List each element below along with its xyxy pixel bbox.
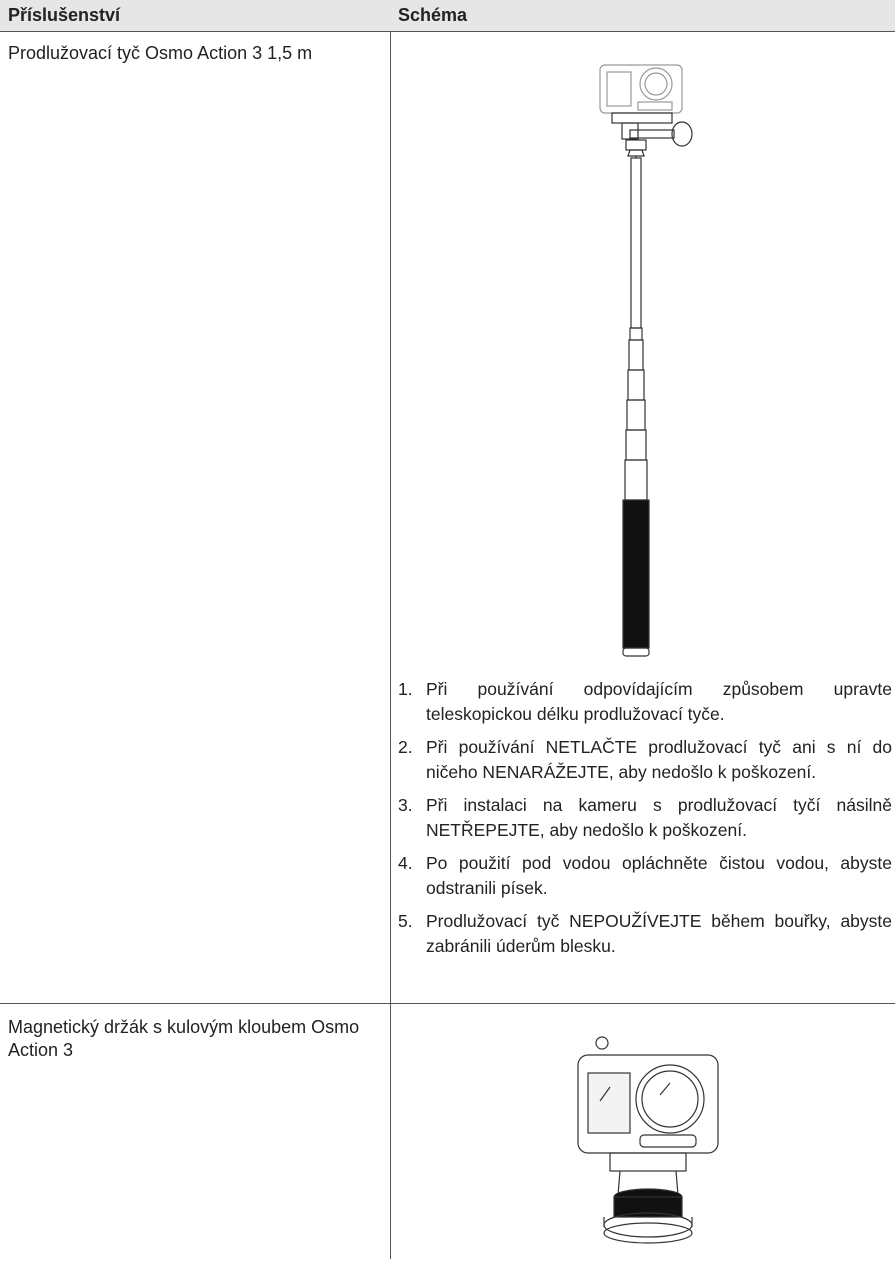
note-number: 1.: [398, 679, 413, 699]
note-text: Při používání odpovídajícím způsobem upr…: [426, 679, 892, 724]
note-number: 4.: [398, 853, 413, 873]
accessory-name: Magnetický držák s kulovým kloubem Osmo …: [8, 1017, 360, 1060]
table-header: [0, 0, 895, 31]
note-number: 5.: [398, 911, 413, 931]
note-text: Po použití pod vodou opláchněte čistou v…: [426, 853, 892, 898]
note-item: 5. Prodlužovací tyč NEPOUŽÍVEJTE během bo…: [398, 909, 892, 958]
note-item: 2. Při používání NETLAČTE prodlužovací ty…: [398, 735, 892, 784]
note-number: 3.: [398, 795, 413, 815]
header-cell: Příslušenství: [8, 5, 121, 25]
note-item: 4. Po použití pod vodou opláchněte čistou…: [398, 851, 892, 900]
note-text: Při instalaci na kameru s prodlužovací t…: [426, 795, 892, 840]
row-divider: [0, 31, 895, 32]
notes-list: 1. Při používání odpovídajícím způsobem u…: [398, 677, 892, 967]
row-divider: [0, 1003, 895, 1004]
note-text: Při používání NETLAČTE prodlužovací tyč …: [426, 737, 892, 782]
extension-rod-illustration: [599, 64, 693, 657]
accessory-name: Prodlužovací tyč Osmo Action 3 1,5 m: [8, 43, 313, 63]
note-number: 2.: [398, 737, 413, 757]
column-divider: [390, 31, 391, 1259]
note-item: 3. Při instalaci na kameru s prodlužovací…: [398, 793, 892, 842]
header-cell: Schéma: [398, 5, 468, 25]
note-item: 1. Při používání odpovídajícím způsobem u…: [398, 677, 892, 726]
magnetic-mount-illustration: [577, 1036, 719, 1244]
note-text: Prodlužovací tyč NEPOUŽÍVEJTE během bouř…: [426, 911, 892, 956]
